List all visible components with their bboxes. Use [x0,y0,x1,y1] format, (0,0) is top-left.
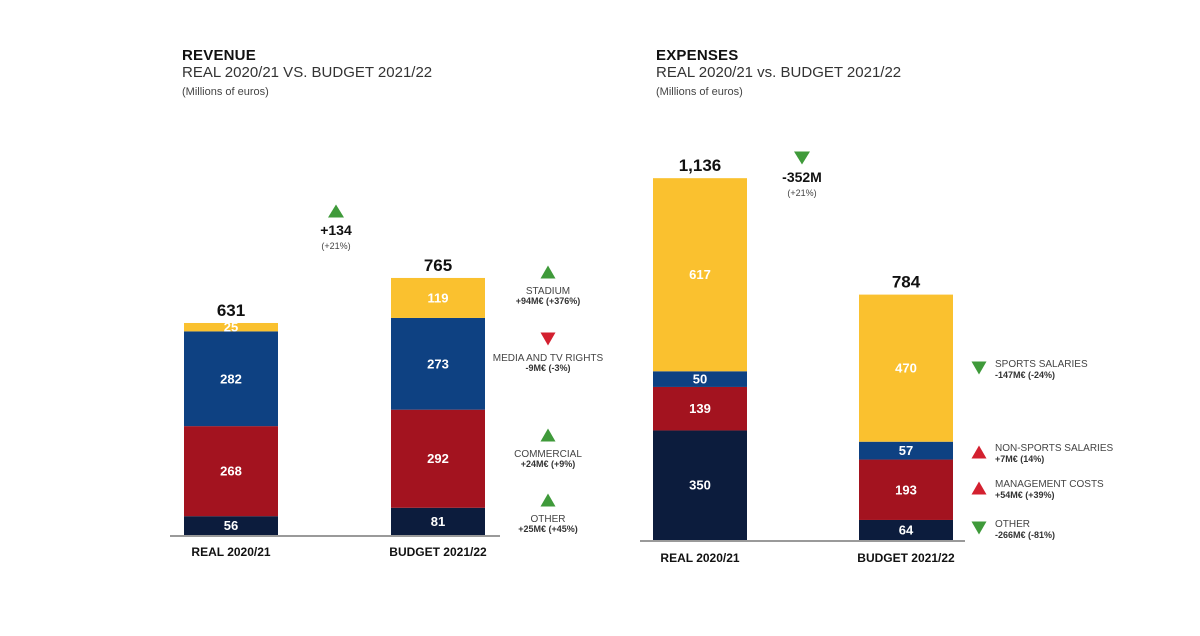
expenses-segment-value: 617 [689,267,711,282]
revenue-segment-value: 292 [427,451,449,466]
expenses-annotation-down-arrow-icon [971,361,987,375]
revenue-segment-value: 56 [224,518,238,533]
revenue-segment-value: 282 [220,371,242,386]
expenses-annotation-up-arrow-icon [971,445,987,459]
expenses-delta-value: -352M [782,169,822,185]
expenses-annotation-change: +7M€ (14%) [995,454,1044,464]
expenses-segment-value: 193 [895,482,917,497]
revenue-bar-segment-commercial [391,409,485,508]
revenue-category-label: BUDGET 2021/22 [389,545,487,559]
expenses-annotation-name: NON-SPORTS SALARIES [995,443,1114,454]
expenses-segment-value: 139 [689,401,711,416]
revenue-annotation-down-arrow-icon [540,332,556,346]
revenue-subtitle: REAL 2020/21 VS. BUDGET 2021/22 [182,64,433,81]
revenue-unit: (Millions of euros) [182,86,269,98]
expenses-delta-down-arrow-icon [794,151,810,165]
expenses-annotation-down-arrow-icon [971,521,987,535]
revenue-annotation-name: MEDIA AND TV RIGHTS [493,353,604,364]
revenue-title: REVENUE [182,47,256,64]
expenses-annotation-name: SPORTS SALARIES [995,359,1088,370]
revenue-segment-value: 25 [224,320,238,335]
expenses-subtitle: REAL 2020/21 vs. BUDGET 2021/22 [656,64,902,81]
revenue-segment-value: 81 [431,514,445,529]
expenses-title: EXPENSES [656,47,739,64]
expenses-bar-segment-other [859,519,953,540]
revenue-segment-value: 119 [428,290,449,305]
revenue-category-label: REAL 2020/21 [191,545,270,559]
revenue-total-label: 765 [424,256,452,275]
expenses-segment-value: 64 [899,522,914,537]
revenue-annotation-up-arrow-icon [540,265,556,279]
revenue-bar-segment-stadium [391,277,485,318]
expenses-delta-pct: (+21%) [787,188,816,198]
expenses-bar-segment-sports-salaries [653,178,747,372]
expenses-annotation-change: -266M€ (-81%) [995,530,1055,540]
revenue-annotation-change: +25M€ (+45%) [518,524,578,534]
expenses-bar-segment-management-costs [653,386,747,431]
expenses-total-label: 784 [892,273,921,292]
revenue-annotation-name: STADIUM [526,286,570,297]
revenue-bar-segment-other [184,516,278,535]
expenses-segment-value: 470 [895,361,917,376]
expenses-bar-segment-sports-salaries [859,294,953,442]
expenses-category-label: REAL 2020/21 [660,551,739,565]
revenue-annotation-change: +94M€ (+376%) [516,296,581,306]
revenue-delta-up-arrow-icon [328,204,344,218]
revenue-bar-segment-media-and-tv-rights [184,331,278,427]
revenue-annotation-change: +24M€ (+9%) [521,459,576,469]
revenue-segment-value: 268 [220,464,242,479]
expenses-bar-segment-non-sports-salaries [653,371,747,387]
revenue-delta-value: +134 [320,222,352,238]
expenses-bar-segment-other [653,430,747,540]
revenue-annotation-up-arrow-icon [540,428,556,442]
expenses-annotation-change: +54M€ (+39%) [995,490,1055,500]
revenue-bar-segment-media-and-tv-rights [391,317,485,410]
revenue-annotation-name: COMMERCIAL [514,449,582,460]
expenses-annotation-change: -147M€ (-24%) [995,370,1055,380]
expenses-category-label: BUDGET 2021/22 [857,551,955,565]
expenses-bar-segment-management-costs [859,459,953,520]
revenue-annotation-up-arrow-icon [540,493,556,507]
expenses-annotation-up-arrow-icon [971,481,987,495]
revenue-bar-segment-commercial [184,426,278,517]
expenses-annotation-name: MANAGEMENT COSTS [995,479,1104,490]
revenue-annotation-name: OTHER [531,514,566,525]
expenses-unit: (Millions of euros) [656,86,743,98]
expenses-bar-segment-non-sports-salaries [859,441,953,460]
revenue-annotation-change: -9M€ (-3%) [525,363,570,373]
revenue-segment-value: 273 [427,356,449,371]
revenue-bar-segment-stadium [184,322,278,332]
expenses-total-label: 1,136 [679,156,722,175]
expenses-segment-value: 350 [689,478,711,493]
expenses-segment-value: 57 [899,443,913,458]
expenses-annotation-name: OTHER [995,519,1030,530]
revenue-delta-pct: (+21%) [321,241,350,251]
revenue-bar-segment-other [391,507,485,535]
revenue-total-label: 631 [217,301,245,320]
expenses-segment-value: 50 [693,372,707,387]
